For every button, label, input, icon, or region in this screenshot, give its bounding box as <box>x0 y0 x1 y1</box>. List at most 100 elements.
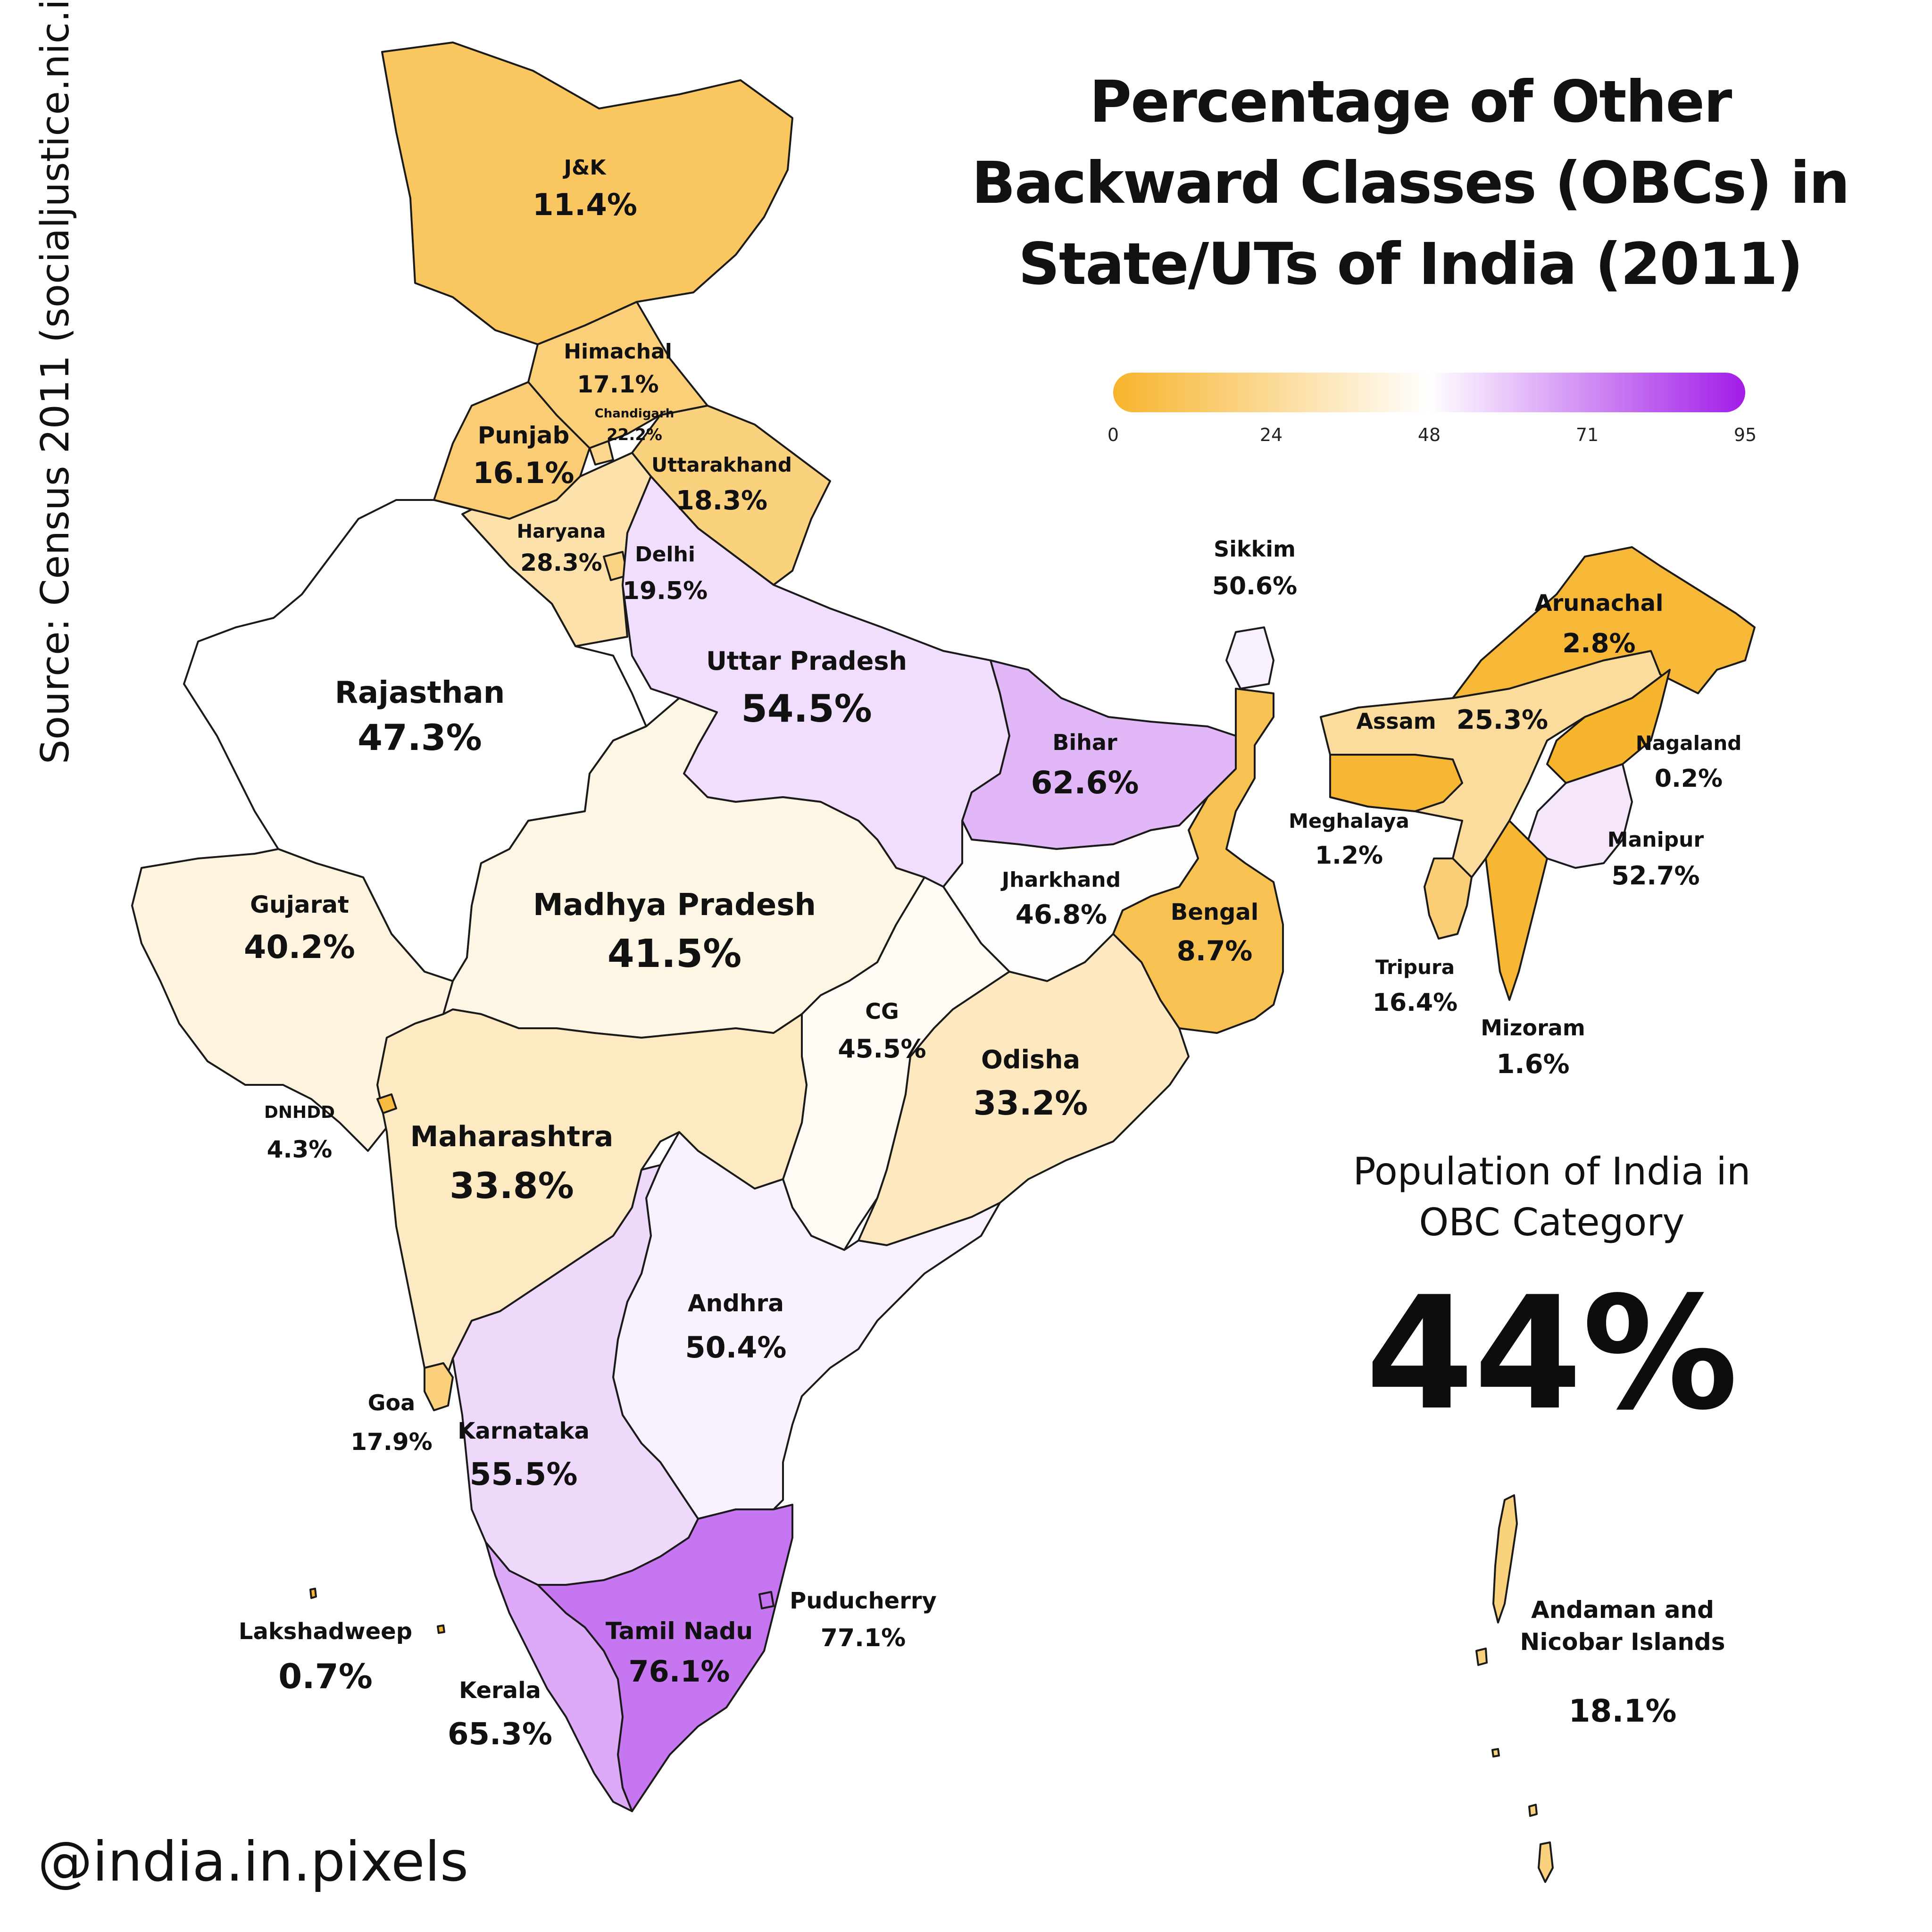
label-goa-name: Goa <box>368 1390 415 1416</box>
population-caption-line-1: Population of India in <box>1353 1149 1751 1193</box>
region-andaman-3 <box>1491 1748 1500 1757</box>
label-himachal-name: Himachal <box>564 340 672 364</box>
label-dnhdd-name: DNHDD <box>264 1103 335 1122</box>
region-sikkim <box>1225 626 1274 690</box>
label-punjab-name: Punjab <box>478 422 570 449</box>
region-lakshadweep-1 <box>309 1588 317 1599</box>
legend-tick-4: 95 <box>1733 425 1757 445</box>
region-meghalaya <box>1329 754 1463 812</box>
legend-tick-1: 24 <box>1259 425 1283 445</box>
label-haryana-value: 28.3% <box>520 549 602 576</box>
label-odisha-value: 33.2% <box>974 1084 1088 1123</box>
label-bengal-value: 8.7% <box>1177 935 1253 967</box>
label-sikkim-value: 50.6% <box>1212 572 1297 600</box>
region-lakshadweep-2 <box>437 1624 445 1634</box>
region-arunachal <box>1452 546 1756 699</box>
title-line-2: Backward Classes (OBCs) in <box>971 150 1850 217</box>
label-jharkhand-value: 46.8% <box>1016 899 1107 930</box>
label-punjab-value: 16.1% <box>473 456 574 490</box>
region-andaman-2 <box>1475 1648 1488 1666</box>
label-delhi-value: 19.5% <box>623 577 708 605</box>
label-andaman-name-line-1: Andaman and <box>1531 1596 1714 1624</box>
label-jk-value: 11.4% <box>533 188 637 223</box>
label-nagaland-name: Nagaland <box>1636 732 1742 755</box>
label-rajasthan-name: Rajasthan <box>335 675 505 710</box>
label-meghalaya-value: 1.2% <box>1315 841 1383 870</box>
label-andaman-value: 18.1% <box>1569 1693 1677 1729</box>
label-nagaland-value: 0.2% <box>1655 765 1723 793</box>
label-karnataka-name: Karnataka <box>458 1418 589 1444</box>
title-line-3: State/UTs of India (2011) <box>1018 231 1803 298</box>
color-legend: 0 24 48 71 95 <box>1104 373 1757 445</box>
label-himachal-value: 17.1% <box>577 371 658 398</box>
label-assam-value: 25.3% <box>1457 705 1548 735</box>
region-andaman-4 <box>1528 1804 1538 1817</box>
population-caption-line-2: OBC Category <box>1419 1200 1685 1244</box>
region-kerala <box>485 1541 633 1812</box>
region-puducherry <box>758 1591 774 1609</box>
legend-gradient-bar <box>1113 373 1745 412</box>
label-arunachal-name: Arunachal <box>1534 590 1663 616</box>
label-jharkhand-name: Jharkhand <box>1000 868 1121 892</box>
label-meghalaya-name: Meghalaya <box>1289 809 1409 833</box>
label-uttarakhand-name: Uttarakhand <box>651 453 792 476</box>
source-note: Source: Census 2011 (socialjustice.nic.i… <box>33 0 78 764</box>
label-mp-value: 41.5% <box>608 932 741 976</box>
region-tripura <box>1424 858 1473 940</box>
population-caption: Population of India in OBC Category <box>1316 1146 1788 1248</box>
label-dnhdd-value: 4.3% <box>267 1136 333 1163</box>
label-andaman-name-line-2: Nicobar Islands <box>1520 1628 1725 1656</box>
label-cg-name: CG <box>865 999 899 1024</box>
label-assam-name: Assam <box>1356 708 1436 734</box>
legend-tick-0: 0 <box>1107 425 1119 445</box>
region-jk <box>381 42 793 345</box>
label-mp-name: Madhya Pradesh <box>533 888 816 923</box>
label-uttarakhand-value: 18.3% <box>676 485 767 516</box>
label-tripura-name: Tripura <box>1375 956 1455 979</box>
map-title: Percentage of Other Backward Classes (OB… <box>962 61 1858 305</box>
label-lakshadweep-value: 0.7% <box>278 1657 373 1696</box>
label-chandigarh-value: 22.2% <box>607 425 662 444</box>
label-puducherry-name: Puducherry <box>790 1588 937 1614</box>
label-manipur-value: 52.7% <box>1611 861 1699 891</box>
label-cg-value: 45.5% <box>838 1034 926 1064</box>
label-lakshadweep-name: Lakshadweep <box>239 1618 412 1645</box>
label-maharashtra-name: Maharashtra <box>410 1120 614 1153</box>
region-andaman-1 <box>1492 1494 1518 1624</box>
label-goa-value: 17.9% <box>350 1428 432 1456</box>
region-manipur <box>1527 763 1633 869</box>
legend-tick-3: 71 <box>1575 425 1599 445</box>
label-kerala-value: 65.3% <box>448 1717 552 1752</box>
label-bengal-name: Bengal <box>1171 899 1259 925</box>
label-arunachal-value: 2.8% <box>1562 628 1635 659</box>
label-tamilnadu-name: Tamil Nadu <box>606 1617 753 1645</box>
region-goa <box>424 1362 454 1411</box>
population-obc-value: 44% <box>1366 1263 1738 1444</box>
label-manipur-name: Manipur <box>1607 828 1704 852</box>
label-sikkim-name: Sikkim <box>1214 536 1296 562</box>
author-handle: @india.in.pixels <box>38 1830 469 1894</box>
label-gujarat-name: Gujarat <box>250 891 349 918</box>
label-tripura-value: 16.4% <box>1373 989 1457 1017</box>
label-mizoram-value: 1.6% <box>1496 1049 1569 1080</box>
label-tamilnadu-value: 76.1% <box>628 1654 730 1689</box>
label-haryana-name: Haryana <box>517 521 606 542</box>
legend-tick-2: 48 <box>1417 425 1441 445</box>
label-odisha-name: Odisha <box>981 1045 1080 1074</box>
region-chandigarh <box>589 440 614 466</box>
label-mizoram-name: Mizoram <box>1481 1015 1585 1041</box>
region-mizoram <box>1485 820 1548 1001</box>
label-jk-name: J&K <box>563 156 607 180</box>
label-karnataka-value: 55.5% <box>470 1456 578 1492</box>
label-bihar-name: Bihar <box>1052 730 1117 755</box>
label-up-value: 54.5% <box>741 687 872 731</box>
label-kerala-name: Kerala <box>459 1677 541 1704</box>
label-andhra-value: 50.4% <box>685 1330 786 1365</box>
label-up-name: Uttar Pradesh <box>706 646 907 676</box>
region-dnhdd <box>376 1093 397 1114</box>
label-gujarat-value: 40.2% <box>244 929 355 966</box>
label-bihar-value: 62.6% <box>1031 765 1139 801</box>
label-puducherry-value: 77.1% <box>821 1624 906 1652</box>
label-andhra-name: Andhra <box>688 1290 784 1317</box>
